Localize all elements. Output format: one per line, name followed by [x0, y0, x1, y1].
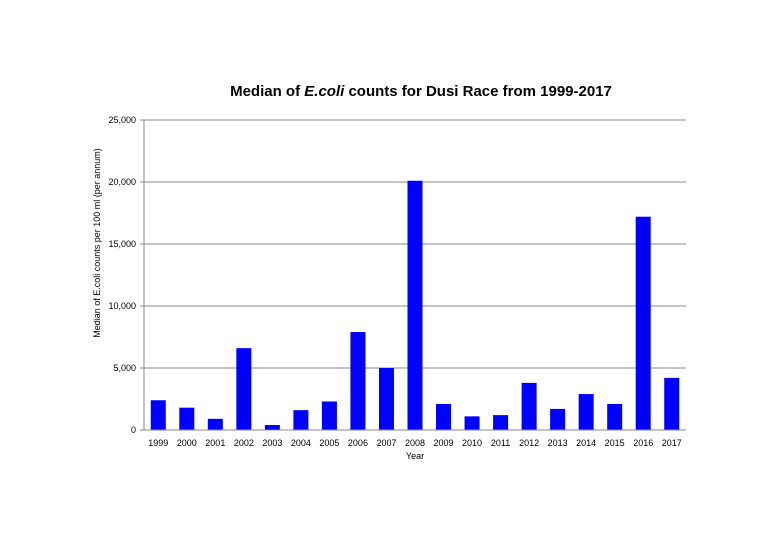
- bar-2017: [664, 378, 679, 430]
- x-tick-label: 2008: [405, 438, 425, 448]
- chart-title-part-1: Median of: [230, 83, 304, 100]
- x-tick-label: 2012: [519, 438, 539, 448]
- chart-title: Median of E.coli counts for Dusi Race fr…: [230, 83, 612, 100]
- y-tick-label: 25,000: [108, 115, 136, 125]
- bar-2001: [208, 419, 223, 430]
- bars: [151, 181, 679, 430]
- x-tick-label: 2011: [491, 438, 510, 448]
- x-tick-label: 2014: [576, 438, 596, 448]
- bar-2015: [607, 404, 622, 430]
- x-axis-label: Year: [406, 451, 424, 461]
- x-tick-label: 2000: [177, 438, 197, 448]
- bar-2000: [179, 408, 194, 430]
- x-tick-label: 2005: [319, 438, 339, 448]
- x-tick-label: 2001: [205, 438, 225, 448]
- x-tick-label: 2013: [548, 438, 568, 448]
- x-tick-labels: 1999 2000 2001 2002 2003 2004 2005 2006 2007 2008…: [148, 438, 682, 448]
- chart-title-part-3: counts for Dusi Race from 1999-2017: [344, 83, 612, 100]
- y-tick-label: 5,000: [113, 363, 136, 373]
- y-axis-label: Median of E.coli counts per 100 ml (per …: [92, 148, 102, 338]
- bar-2014: [579, 394, 594, 430]
- y-tick-label: 0: [131, 425, 136, 435]
- y-tick-labels: 0 5,000 10,000 15,000 20,000 25,000: [108, 115, 136, 435]
- y-tick-label: 10,000: [108, 301, 136, 311]
- x-tick-label: 1999: [148, 438, 168, 448]
- chart-title-part-2: E.coli: [304, 83, 345, 100]
- bar-2008: [408, 181, 423, 430]
- x-tick-label: 2017: [662, 438, 682, 448]
- y-tick-label: 15,000: [108, 239, 136, 249]
- bar-2006: [350, 332, 365, 430]
- bar-2007: [379, 368, 394, 430]
- bar-2013: [550, 409, 565, 430]
- x-tick-label: 2004: [291, 438, 311, 448]
- bar-2004: [293, 410, 308, 430]
- bar-2010: [465, 416, 480, 430]
- bar-2016: [636, 217, 651, 430]
- x-tick-label: 2006: [348, 438, 368, 448]
- bar-2005: [322, 401, 337, 430]
- bar-2003: [265, 425, 280, 430]
- bar-2011: [493, 415, 508, 430]
- bar-2002: [236, 348, 251, 430]
- x-tick-label: 2016: [633, 438, 653, 448]
- bar-2012: [522, 383, 537, 430]
- x-tick-label: 2003: [262, 438, 282, 448]
- x-tick-label: 2015: [605, 438, 625, 448]
- x-tick-label: 2010: [462, 438, 482, 448]
- x-tick-label: 2009: [434, 438, 454, 448]
- bar-2009: [436, 404, 451, 430]
- x-tick-label: 2002: [234, 438, 254, 448]
- y-tick-label: 20,000: [108, 177, 136, 187]
- bar-1999: [151, 400, 166, 430]
- x-tick-label: 2007: [376, 438, 396, 448]
